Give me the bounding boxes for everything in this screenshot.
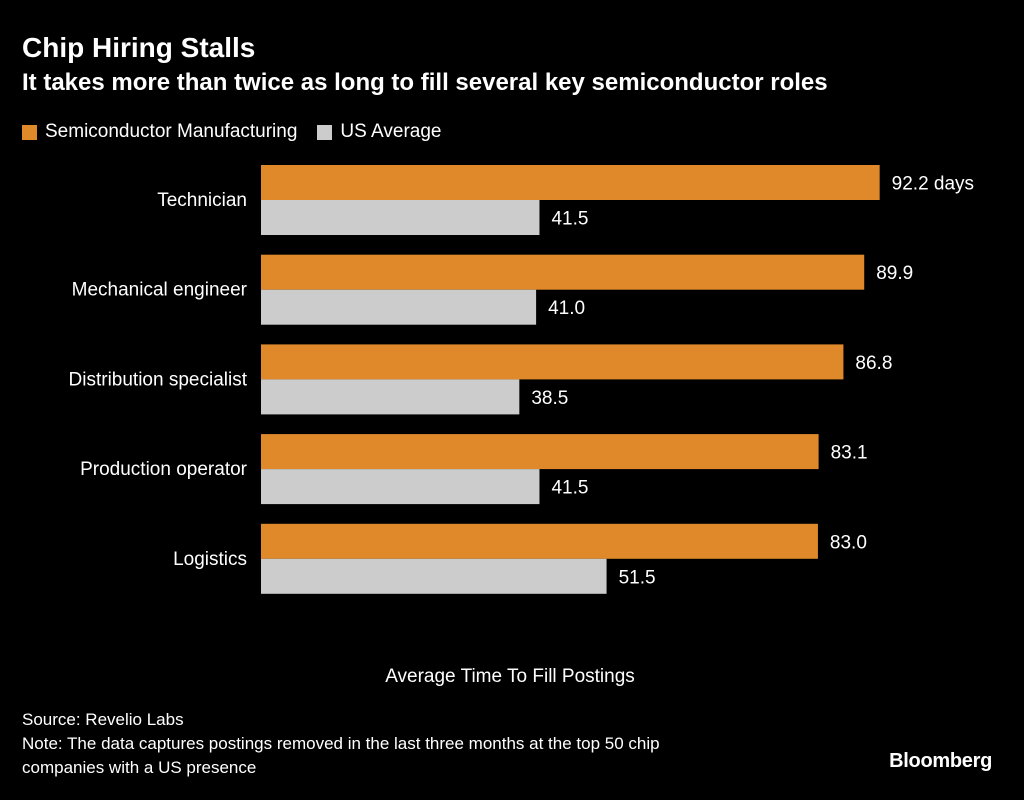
category-label-technician: Technician xyxy=(157,190,247,211)
note-text-line-2: companies with a US presence xyxy=(22,758,257,777)
bloomberg-logo: Bloomberg xyxy=(889,750,992,772)
value-label-semiconductor-manufacturing-distribution-specialist: 86.8 xyxy=(855,353,892,374)
legend-item-us-average: US Average xyxy=(317,121,441,143)
category-label-logistics: Logistics xyxy=(173,549,247,570)
bar-semiconductor-manufacturing-production-operator xyxy=(261,434,819,470)
bar-semiconductor-manufacturing-mechanical-engineer xyxy=(261,254,865,290)
legend-swatch-semiconductor xyxy=(22,124,37,140)
value-label-semiconductor-manufacturing-logistics: 83.0 xyxy=(830,532,867,553)
value-label-us-average-distribution-specialist: 38.5 xyxy=(531,388,568,409)
chart-subtitle: It takes more than twice as long to fill… xyxy=(22,69,828,96)
note-text-line-1: Note: The data captures postings removed… xyxy=(22,734,660,753)
category-label-production-operator: Production operator xyxy=(80,459,248,480)
legend-item-semiconductor: Semiconductor Manufacturing xyxy=(22,121,297,143)
value-label-semiconductor-manufacturing-mechanical-engineer: 89.9 xyxy=(876,263,913,284)
bar-us-average-production-operator xyxy=(261,469,540,505)
legend: Semiconductor Manufacturing US Average xyxy=(22,118,461,146)
source-text: Source: Revelio Labs xyxy=(22,710,184,729)
bar-semiconductor-manufacturing-distribution-specialist xyxy=(261,344,844,380)
legend-label-us-average: US Average xyxy=(340,121,442,142)
bar-us-average-mechanical-engineer xyxy=(261,289,537,325)
footer: Source: Revelio Labs Note: The data capt… xyxy=(22,708,862,780)
value-label-us-average-mechanical-engineer: 41.0 xyxy=(548,298,585,319)
bar-semiconductor-manufacturing-logistics xyxy=(261,523,818,559)
value-label-semiconductor-manufacturing-technician: 92.2 days xyxy=(892,174,974,195)
value-label-us-average-logistics: 51.5 xyxy=(619,567,656,588)
bar-us-average-distribution-specialist xyxy=(261,379,520,415)
bar-chart: Technician 92.2 days 41.5 Mechanical engine… xyxy=(69,165,974,594)
value-label-us-average-production-operator: 41.5 xyxy=(551,478,588,499)
category-label-mechanical-engineer: Mechanical engineer xyxy=(72,280,248,301)
legend-label-semiconductor: Semiconductor Manufacturing xyxy=(45,121,298,142)
bar-us-average-technician xyxy=(261,200,540,235)
bar-us-average-logistics xyxy=(261,558,607,594)
chart-title: Chip Hiring Stalls xyxy=(22,32,256,63)
value-label-semiconductor-manufacturing-production-operator: 83.1 xyxy=(831,443,868,464)
x-axis-label: Average Time To Fill Postings xyxy=(385,666,635,687)
legend-swatch-us-average xyxy=(317,124,333,140)
bar-semiconductor-manufacturing-technician xyxy=(261,165,880,200)
value-label-us-average-technician: 41.5 xyxy=(551,209,588,230)
category-label-distribution-specialist: Distribution specialist xyxy=(69,369,248,390)
